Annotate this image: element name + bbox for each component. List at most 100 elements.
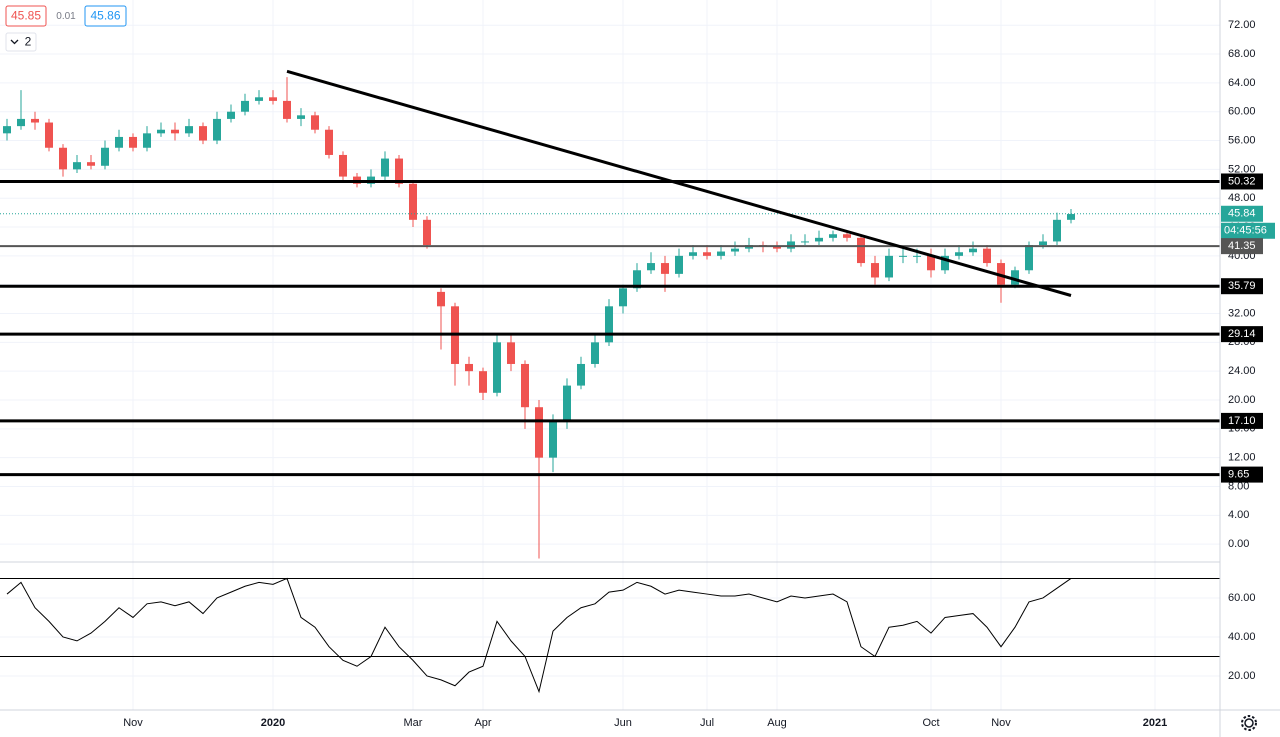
y-tick-label: 52.00 <box>1228 163 1256 175</box>
candle-body <box>395 158 403 184</box>
candle-body <box>143 133 151 148</box>
chevron-icon <box>10 39 19 45</box>
indicator-toggle[interactable] <box>5 32 37 52</box>
countdown-tag <box>1221 222 1275 239</box>
candle-body <box>101 147 109 166</box>
candle-body <box>311 115 319 130</box>
x-tick-label: Nov <box>123 717 143 729</box>
candle-body <box>787 241 795 249</box>
candle-body <box>969 248 977 253</box>
candle-body <box>87 162 95 166</box>
header: 45.85 0.01 45.86 2 <box>5 5 127 52</box>
candle-body <box>255 97 263 101</box>
candle-body <box>661 263 669 274</box>
candle-body <box>605 306 613 343</box>
x-tick-label: 2021 <box>1143 717 1167 729</box>
candle-body <box>437 291 445 307</box>
bid-box[interactable] <box>5 5 47 27</box>
candle-body <box>731 248 739 252</box>
countdown: 04:45:56 <box>1224 225 1267 237</box>
candle-body <box>773 246 781 249</box>
x-tick-label: Jun <box>614 717 632 729</box>
last-price-label: 45.84 <box>1228 208 1256 220</box>
candle-body <box>157 129 165 134</box>
y-tick-label: 20.00 <box>1228 670 1256 682</box>
level-tag <box>1221 412 1263 429</box>
candle-body <box>871 263 879 278</box>
candle-body <box>801 241 809 243</box>
x-tick-label: 2020 <box>261 717 285 729</box>
candle-body <box>843 234 851 238</box>
gear-teeth <box>1241 715 1257 731</box>
y-tick-label: 12.00 <box>1228 452 1256 464</box>
candle-body <box>1025 245 1033 271</box>
candle-body <box>129 136 137 148</box>
y-tick-label: 8.00 <box>1228 480 1249 492</box>
candle-body <box>213 118 221 141</box>
trendline <box>286 69 1072 297</box>
candle-body <box>115 136 123 148</box>
candle-body <box>829 234 837 238</box>
candle-body <box>339 154 347 177</box>
candle-body <box>17 118 25 127</box>
candle-body <box>227 111 235 119</box>
candle-body <box>185 126 193 134</box>
candle-body <box>899 255 907 257</box>
ask-box[interactable] <box>84 5 127 27</box>
candle-body <box>689 252 697 256</box>
spread: 0.01 <box>56 11 76 22</box>
candle-body <box>3 126 11 134</box>
level-label: 35.79 <box>1228 280 1256 292</box>
candle-body <box>549 421 557 458</box>
candle-body <box>423 219 431 246</box>
candle-body <box>283 100 291 119</box>
candle-body <box>59 147 67 170</box>
y-tick-label: 68.00 <box>1228 48 1256 60</box>
level-label: 17.10 <box>1228 415 1256 427</box>
candle-body <box>955 252 963 256</box>
candle-body <box>1067 214 1075 220</box>
plot <box>0 69 1220 694</box>
candle-body <box>997 263 1005 285</box>
candle-body <box>325 129 333 155</box>
level-label: 50.32 <box>1228 175 1256 187</box>
candle-body <box>465 363 473 372</box>
y-tick-label: 40.00 <box>1228 631 1256 643</box>
bid: 45.85 <box>11 9 41 23</box>
candle-body <box>927 255 935 271</box>
y-tick-label: 32.00 <box>1228 307 1256 319</box>
candle-body <box>703 252 711 256</box>
candle-body <box>199 126 207 141</box>
y-tick-label: 72.00 <box>1228 19 1256 31</box>
candle-body <box>45 122 53 148</box>
y-tick-label: 48.00 <box>1228 192 1256 204</box>
candle-body <box>241 100 249 112</box>
candle-body <box>297 115 305 119</box>
candle-body <box>815 237 823 242</box>
candle-body <box>633 270 641 289</box>
candle-body <box>675 255 683 274</box>
candle-body <box>941 255 949 271</box>
level-tag <box>1221 278 1263 295</box>
level-tag <box>1221 238 1263 255</box>
candle-body <box>31 118 39 123</box>
candle-body <box>1011 270 1019 285</box>
x-tick-label: Apr <box>474 717 491 729</box>
candle-body <box>619 288 627 307</box>
level-tag <box>1221 326 1263 343</box>
candle-body <box>885 255 893 278</box>
y-tick-label: 60.00 <box>1228 592 1256 604</box>
candle-body <box>1053 219 1061 242</box>
candle-body <box>521 363 529 408</box>
settings-button[interactable] <box>1241 715 1257 731</box>
level-label: 9.65 <box>1228 469 1249 481</box>
candle-body <box>507 342 515 364</box>
x-tick-label: Jul <box>700 717 714 729</box>
candle-body <box>647 263 655 271</box>
y-tick-label: 24.00 <box>1228 365 1256 377</box>
grid <box>0 0 1220 710</box>
x-tick-label: Aug <box>767 717 787 729</box>
level-tag <box>1221 466 1263 483</box>
y-tick-label: 60.00 <box>1228 106 1256 118</box>
